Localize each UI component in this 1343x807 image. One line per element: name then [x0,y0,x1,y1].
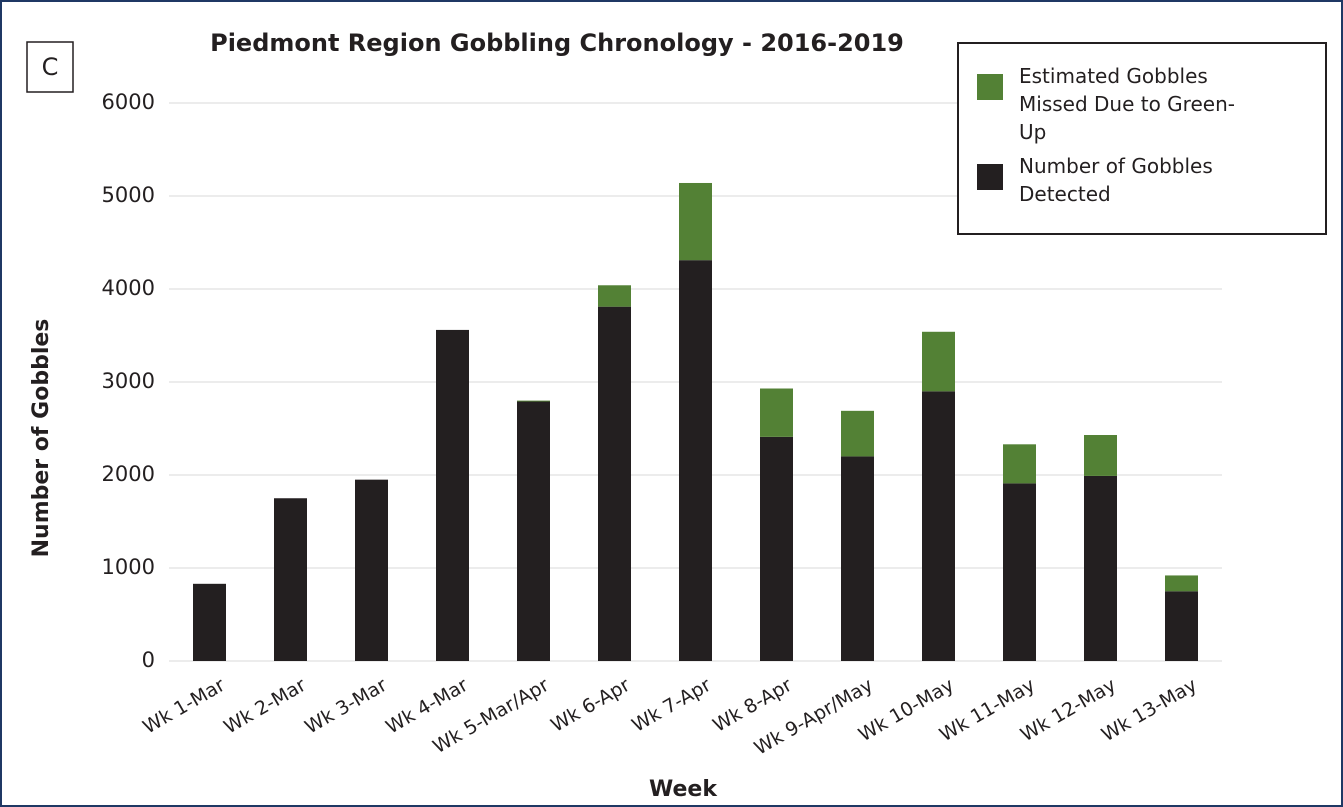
bar-segment [760,436,793,661]
y-tick-label: 0 [142,648,155,672]
legend-item: Number of Gobbles Detected [977,152,1259,208]
bar-segment [1084,475,1117,661]
bar-segment [1084,435,1117,476]
y-axis-title: Number of Gobbles [29,319,54,558]
x-tick-label: Wk 1-Mar [139,674,229,738]
bar-segment [598,285,631,307]
legend-swatch [977,164,1003,190]
bar-segment [679,260,712,661]
y-tick-label: 1000 [102,555,155,579]
bar-segment [193,583,226,661]
bar-segment [1003,444,1036,484]
y-tick-label: 6000 [102,90,155,114]
bar-segment [1003,483,1036,661]
bar-segment [841,456,874,661]
chart-title: Piedmont Region Gobbling Chronology - 20… [210,29,904,57]
x-tick-label: Wk 6-Apr [547,674,634,737]
x-tick-label: Wk 7-Apr [628,674,715,737]
legend-item: Estimated Gobbles Missed Due to Green-Up [977,62,1259,146]
bar-segment [922,331,955,392]
bar-segment [517,400,550,402]
bar-segment [841,410,874,457]
bar-segment [1165,575,1198,592]
legend-label: Number of Gobbles Detected [1019,154,1213,206]
legend-label: Estimated Gobbles Missed Due to Green-Up [1019,64,1235,144]
x-axis-title: Week [649,777,718,802]
y-tick-label: 5000 [102,183,155,207]
x-tick-label: Wk 2-Mar [220,674,310,738]
panel-label: C [42,53,59,81]
legend-swatch [977,74,1003,100]
bar-segment [274,498,307,661]
bar-segment [517,401,550,661]
bar-segment [760,388,793,437]
legend: Estimated Gobbles Missed Due to Green-Up… [957,42,1327,235]
y-tick-label: 4000 [102,276,155,300]
panel-box [26,41,74,93]
y-tick-label: 3000 [102,369,155,393]
bar-segment [922,391,955,661]
bar-segment [598,306,631,661]
y-tick-label: 2000 [102,462,155,486]
x-tick-label: Wk 3-Mar [301,674,391,738]
bar-segment [679,182,712,261]
bar-segment [1165,591,1198,661]
bar-segment [355,479,388,661]
bar-segment [436,329,469,661]
